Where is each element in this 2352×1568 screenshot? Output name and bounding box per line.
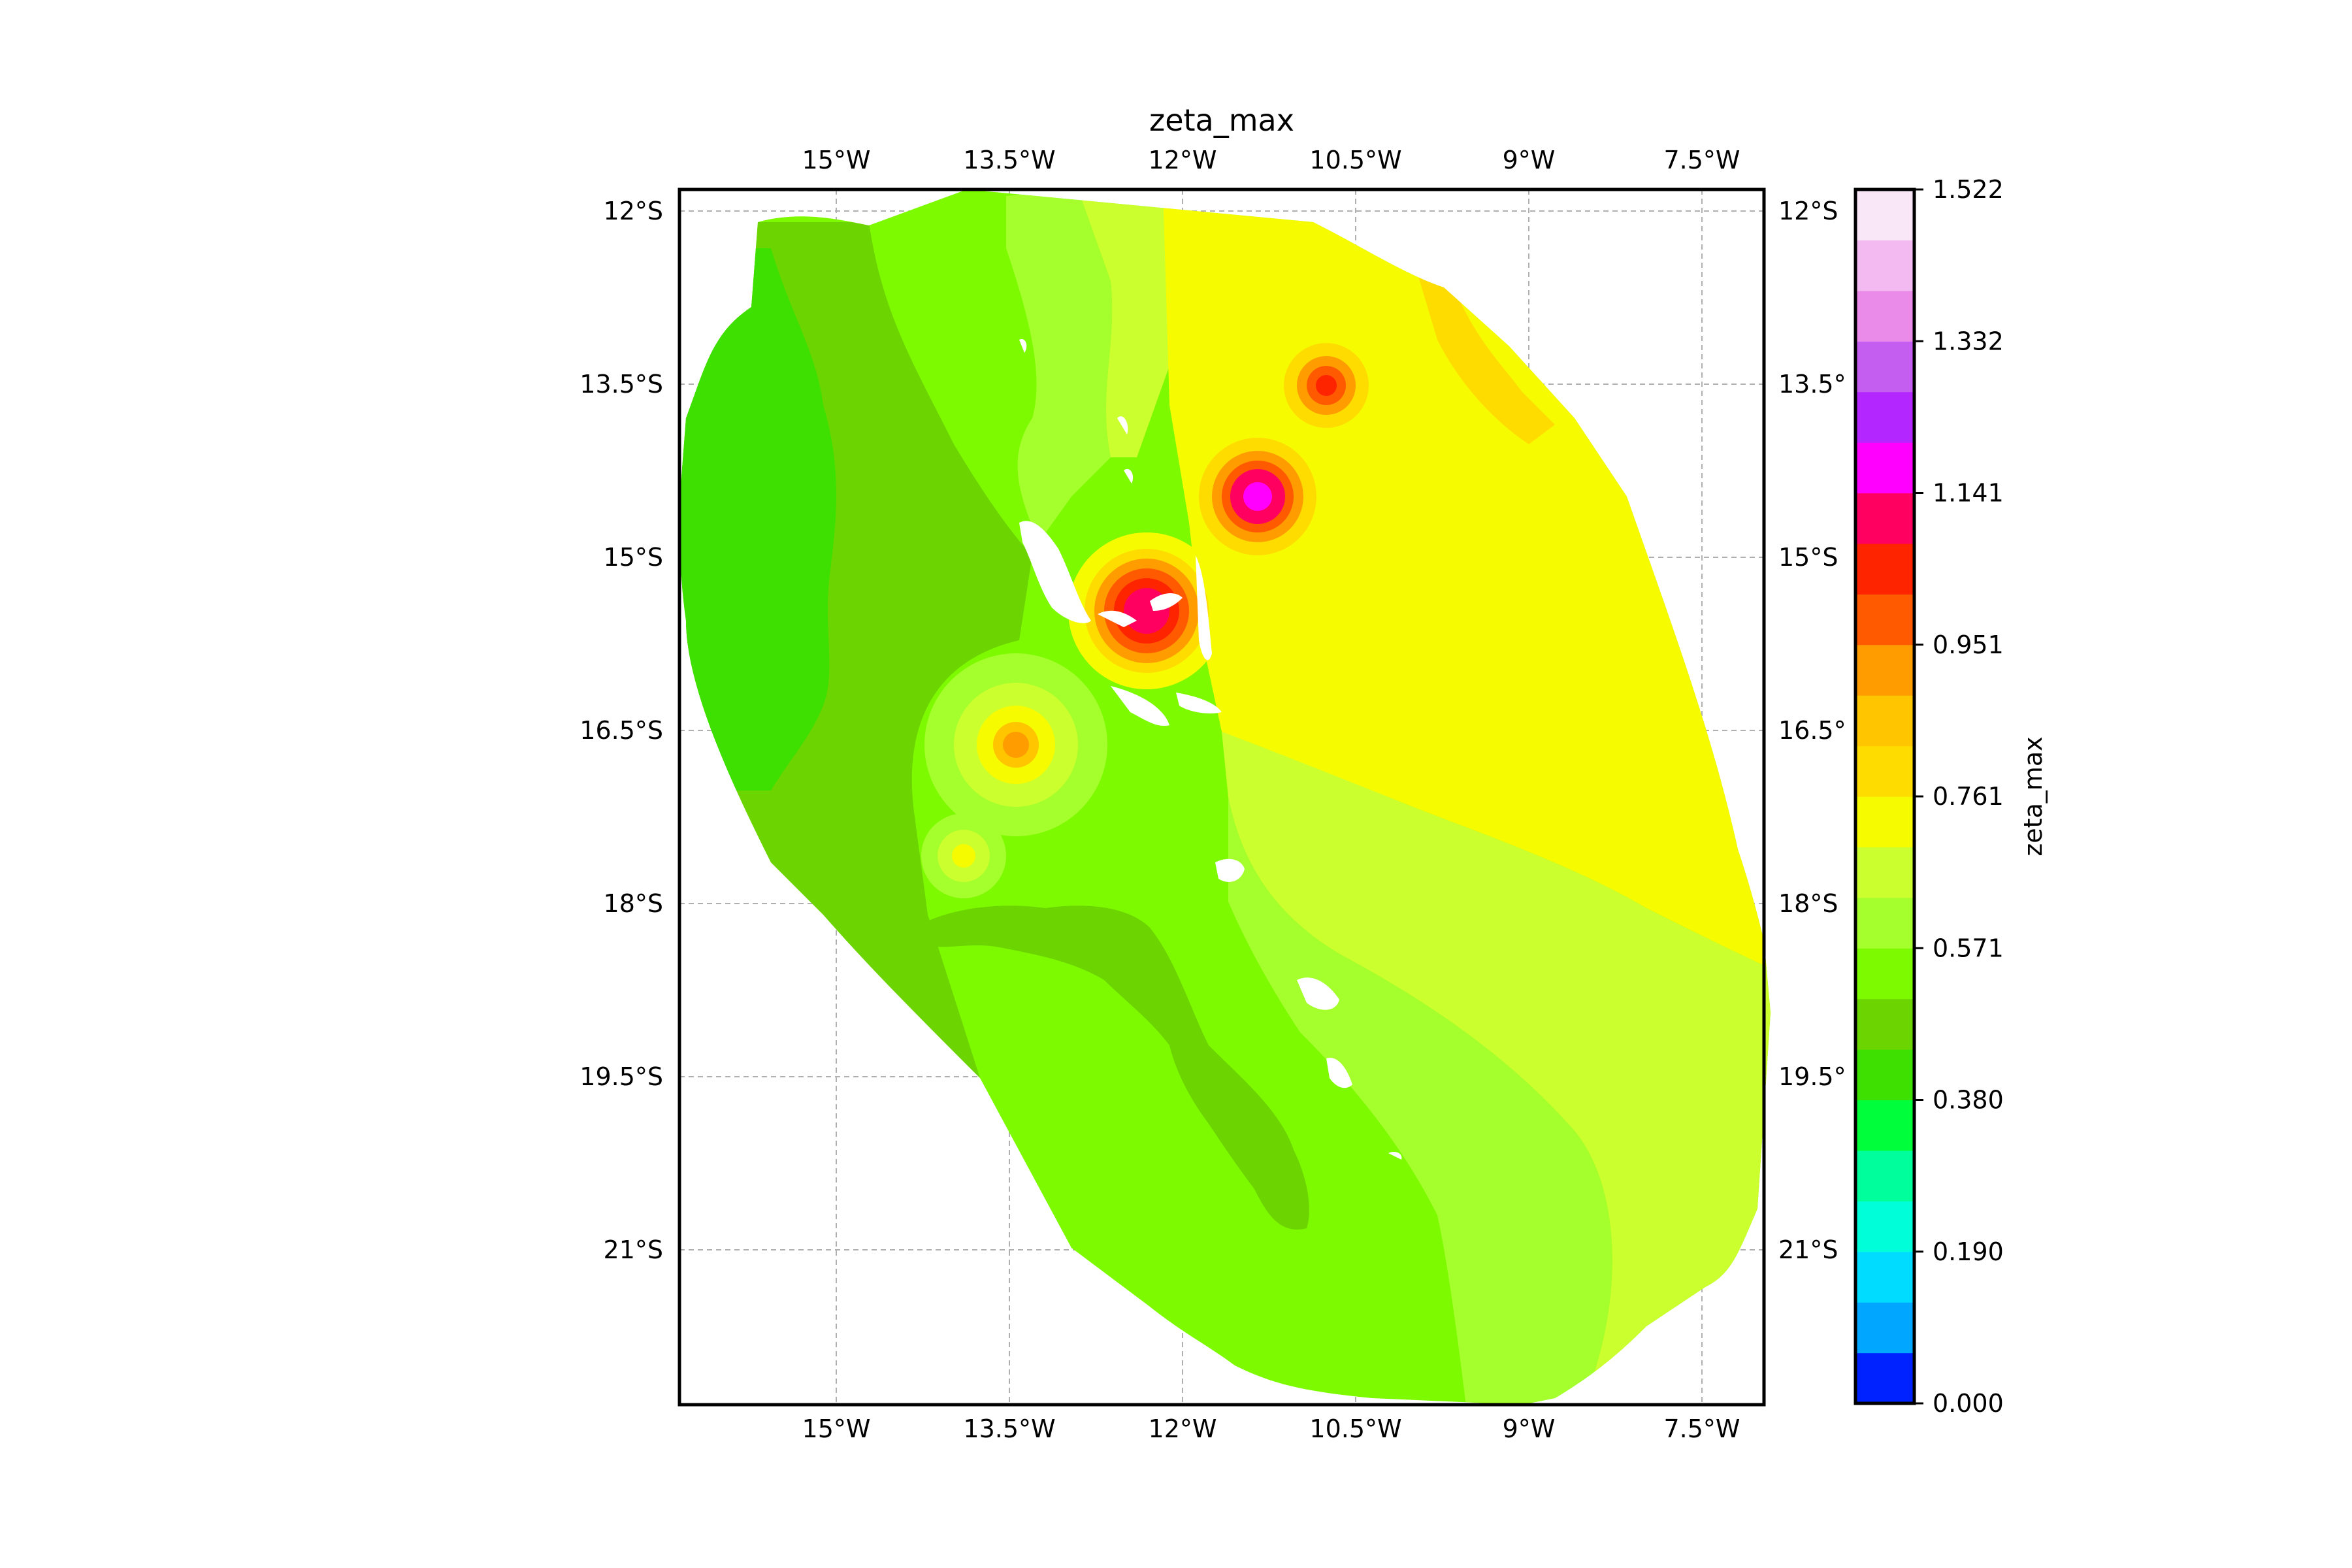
- x-tick-label-top: 10.5°W: [1309, 146, 1401, 174]
- island: [1176, 693, 1222, 713]
- y-tick-label-left: 16.5°S: [580, 716, 663, 745]
- y-tick-label-left: 18°S: [604, 889, 663, 918]
- colorbar-swatch: [1855, 948, 1914, 1000]
- island: [1019, 339, 1027, 353]
- x-tick-label-top: 9°W: [1503, 146, 1556, 174]
- island: [1215, 858, 1245, 882]
- colorbar-swatch: [1855, 543, 1914, 595]
- y-tick-label-right: 21°S: [1778, 1235, 1838, 1264]
- colorbar: 0.000 0.190 0.380 0.571 0.761 0.951 1.141 1.332…: [1854, 175, 2048, 1418]
- band-pale-green-southeast: [1222, 732, 1771, 1405]
- x-tick-label-bottom: 13.5°W: [963, 1414, 1055, 1443]
- spot-core-s: [952, 844, 975, 868]
- spot-core-sw: [1003, 732, 1029, 758]
- colorbar-swatch: [1855, 745, 1914, 797]
- x-tick-label-top: 15°W: [802, 146, 871, 174]
- chart-title: zeta_max: [1149, 103, 1294, 138]
- colorbar-swatch: [1855, 1251, 1914, 1303]
- zeta-max-field: [679, 189, 1771, 1405]
- island: [1196, 555, 1212, 661]
- y-tick-label-left: 19.5°S: [580, 1062, 663, 1091]
- colorbar-tick-label: 0.951: [1933, 630, 2004, 659]
- islands: [1019, 339, 1402, 1160]
- colorbar-swatch: [1855, 1100, 1914, 1151]
- island: [1117, 416, 1128, 434]
- island: [1150, 593, 1183, 611]
- x-axis-top: 15°W 13.5°W 12°W 10.5°W 9°W 7.5°W: [802, 146, 1740, 174]
- colorbar-tick-label: 0.000: [1933, 1389, 2004, 1418]
- x-tick-label-bottom: 7.5°W: [1663, 1414, 1740, 1443]
- colorbar-tick-label: 1.141: [1933, 479, 2004, 508]
- island: [1124, 468, 1134, 483]
- colorbar-swatch: [1855, 240, 1914, 291]
- colorbar-swatch: [1855, 1049, 1914, 1101]
- colorbar-swatch: [1855, 998, 1914, 1050]
- island: [1297, 977, 1339, 1010]
- x-tick-label-bottom: 9°W: [1503, 1414, 1556, 1443]
- island: [1111, 686, 1169, 726]
- y-axis-left: 12°S 13.5°S 15°S 16.5°S 18°S 19.5°S 21°S: [580, 197, 663, 1264]
- y-tick-label-right: 19.5°: [1778, 1062, 1846, 1091]
- island: [1326, 1058, 1352, 1088]
- band-bright-green-west: [679, 248, 836, 791]
- x-tick-label-top: 12°W: [1149, 146, 1217, 174]
- band-yellow-ne-edge: [1418, 274, 1555, 444]
- band-dark-green-channel: [915, 906, 1309, 1230]
- colorbar-swatch: [1855, 189, 1914, 241]
- y-tick-label-left: 13.5°S: [580, 370, 663, 399]
- x-tick-label-top: 7.5°W: [1663, 146, 1740, 174]
- colorbar-tick-label: 0.380: [1933, 1086, 2004, 1115]
- spot-core-ne: [1316, 375, 1337, 396]
- colorbar-swatch: [1855, 644, 1914, 696]
- x-tick-label-top: 13.5°W: [963, 146, 1055, 174]
- colorbar-tick-label: 0.761: [1933, 782, 2004, 811]
- colorbar-swatch: [1855, 1150, 1914, 1201]
- colorbar-tick-label: 0.190: [1933, 1237, 2004, 1266]
- y-tick-label-left: 15°S: [604, 543, 663, 572]
- island: [1098, 610, 1137, 627]
- colorbar-swatch: [1855, 897, 1914, 949]
- colorbar-swatch: [1855, 341, 1914, 393]
- x-axis-bottom: 15°W 13.5°W 12°W 10.5°W 9°W 7.5°W: [802, 1414, 1740, 1443]
- colorbar-swatch: [1855, 847, 1914, 898]
- spot-core-north: [1243, 482, 1272, 511]
- y-tick-label-right: 18°S: [1778, 889, 1838, 918]
- band-yellowgreen-mid: [1006, 189, 1113, 542]
- y-tick-label-right: 12°S: [1778, 197, 1838, 225]
- y-tick-label-right: 13.5°: [1778, 370, 1846, 399]
- x-tick-label-bottom: 12°W: [1149, 1414, 1217, 1443]
- colorbar-swatch: [1855, 1352, 1914, 1404]
- colorbar-label: zeta_max: [2019, 736, 2048, 856]
- colorbar-swatch: [1855, 594, 1914, 645]
- map-frame: [678, 188, 1766, 1407]
- band-yellowgreen-southeast: [1228, 797, 1612, 1405]
- colorbar-swatches: [1855, 189, 1914, 1404]
- colorbar-swatch: [1855, 442, 1914, 494]
- y-tick-label-right: 16.5°: [1778, 716, 1846, 745]
- colorbar-ticks: 0.000 0.190 0.380 0.571 0.761 0.951 1.141 1.332…: [1914, 175, 2004, 1418]
- y-tick-label-right: 15°S: [1778, 543, 1838, 572]
- colorbar-swatch: [1855, 695, 1914, 747]
- colorbar-swatch: [1855, 391, 1914, 443]
- colorbar-swatch: [1855, 1201, 1914, 1252]
- colorbar-tick-label: 0.571: [1933, 934, 2004, 962]
- y-tick-label-left: 21°S: [604, 1235, 663, 1264]
- x-tick-label-bottom: 10.5°W: [1309, 1414, 1401, 1443]
- island: [1019, 521, 1091, 623]
- colorbar-swatch: [1855, 493, 1914, 544]
- y-axis-right: 12°S 13.5° 15°S 16.5° 18°S 19.5° 21°S: [1778, 197, 1846, 1264]
- x-tick-label-bottom: 15°W: [802, 1414, 871, 1443]
- colorbar-swatch: [1855, 796, 1914, 848]
- colorbar-tick-label: 1.522: [1933, 175, 2004, 204]
- island: [1388, 1152, 1402, 1160]
- y-tick-label-left: 12°S: [604, 197, 663, 225]
- band-pale-green-north: [1078, 189, 1169, 457]
- colorbar-swatch: [1855, 290, 1914, 342]
- colorbar-tick-label: 1.332: [1933, 327, 2004, 355]
- colorbar-swatch: [1855, 1302, 1914, 1354]
